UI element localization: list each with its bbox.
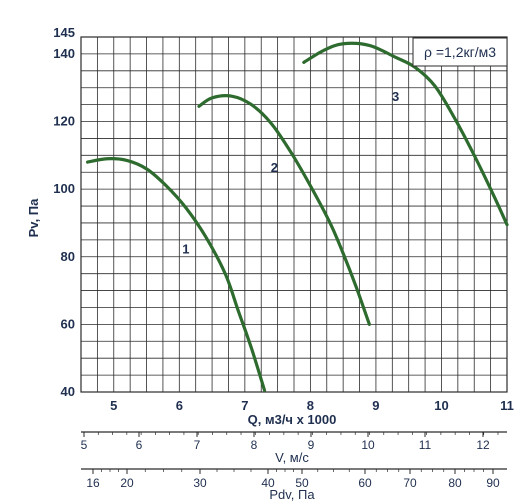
curves [85,41,509,392]
curve-2 [197,94,371,326]
dynamic-pressure-tick-label: 90 [486,476,500,490]
curve-labels: 1 2 3 [182,89,399,256]
plot-frame [80,36,508,393]
y-tick-label: 140 [53,46,75,61]
dynamic-pressure-tick-label: 20 [120,476,134,490]
x-tick-label: 7 [241,398,248,413]
velocity-tick-label: 5 [81,438,88,452]
x-tick-labels: 5 6 7 8 9 10 11 [110,398,514,413]
velocity-tick-label: 11 [419,438,432,452]
x-tick-label: 6 [176,398,183,413]
y-tick-labels: 40 60 80 100 120 140 145 [53,25,75,399]
y-tick-label: 120 [53,114,75,129]
dynamic-pressure-tick-label: 50 [295,476,309,490]
y-tick-label: 145 [53,25,75,40]
dynamic-pressure-ticks: 16 20 30 40 50 60 70 80 90 [86,469,500,490]
curve-label-2: 2 [271,160,278,175]
velocity-tick-label: 6 [136,438,143,452]
dynamic-pressure-tick-label: 16 [86,476,100,490]
x-tick-label: 9 [372,398,379,413]
velocity-tick-label: 10 [361,438,375,452]
y-tick-label: 100 [53,181,75,196]
velocity-tick-label: 9 [308,438,315,452]
svg-text:ρ =1,2кг/м3: ρ =1,2кг/м3 [424,44,496,60]
dynamic-pressure-tick-label: 80 [448,476,462,490]
x-tick-label: 8 [307,398,314,413]
dynamic-pressure-tick-label: 40 [261,476,275,490]
velocity-axis-label: V, м/с [275,450,309,465]
dynamic-pressure-tick-label: 60 [358,476,372,490]
y-tick-label: 40 [61,384,75,399]
velocity-tick-label: 12 [476,438,490,452]
curve-label-3: 3 [392,89,399,104]
velocity-ticks: 5 6 7 8 9 10 11 12 [81,432,499,452]
dynamic-pressure-tick-label: 70 [403,476,417,490]
velocity-tick-label: 8 [251,438,258,452]
y-tick-label: 80 [61,249,75,264]
density-annotation: ρ =1,2кг/м3 [412,37,508,67]
velocity-axis: 5 6 7 8 9 10 11 12 V, м/с [81,431,507,465]
x-axis-label: Q, м3/ч х 1000 [248,412,337,427]
curve-label-1: 1 [182,241,189,256]
y-axis-label: Pv, Па [26,198,41,238]
dynamic-pressure-axis: 16 20 30 40 50 60 70 80 90 Pdv, Па [81,468,507,501]
velocity-tick-label: 7 [194,438,201,452]
plot-grid [80,36,508,393]
x-tick-label: 11 [500,398,514,413]
dynamic-pressure-axis-label: Pdv, Па [269,487,315,501]
curve-1 [85,157,267,392]
dynamic-pressure-tick-label: 30 [193,476,207,490]
curve-3 [302,41,509,227]
x-tick-label: 5 [110,398,117,413]
x-tick-label: 10 [434,398,448,413]
y-tick-label: 60 [61,316,75,331]
